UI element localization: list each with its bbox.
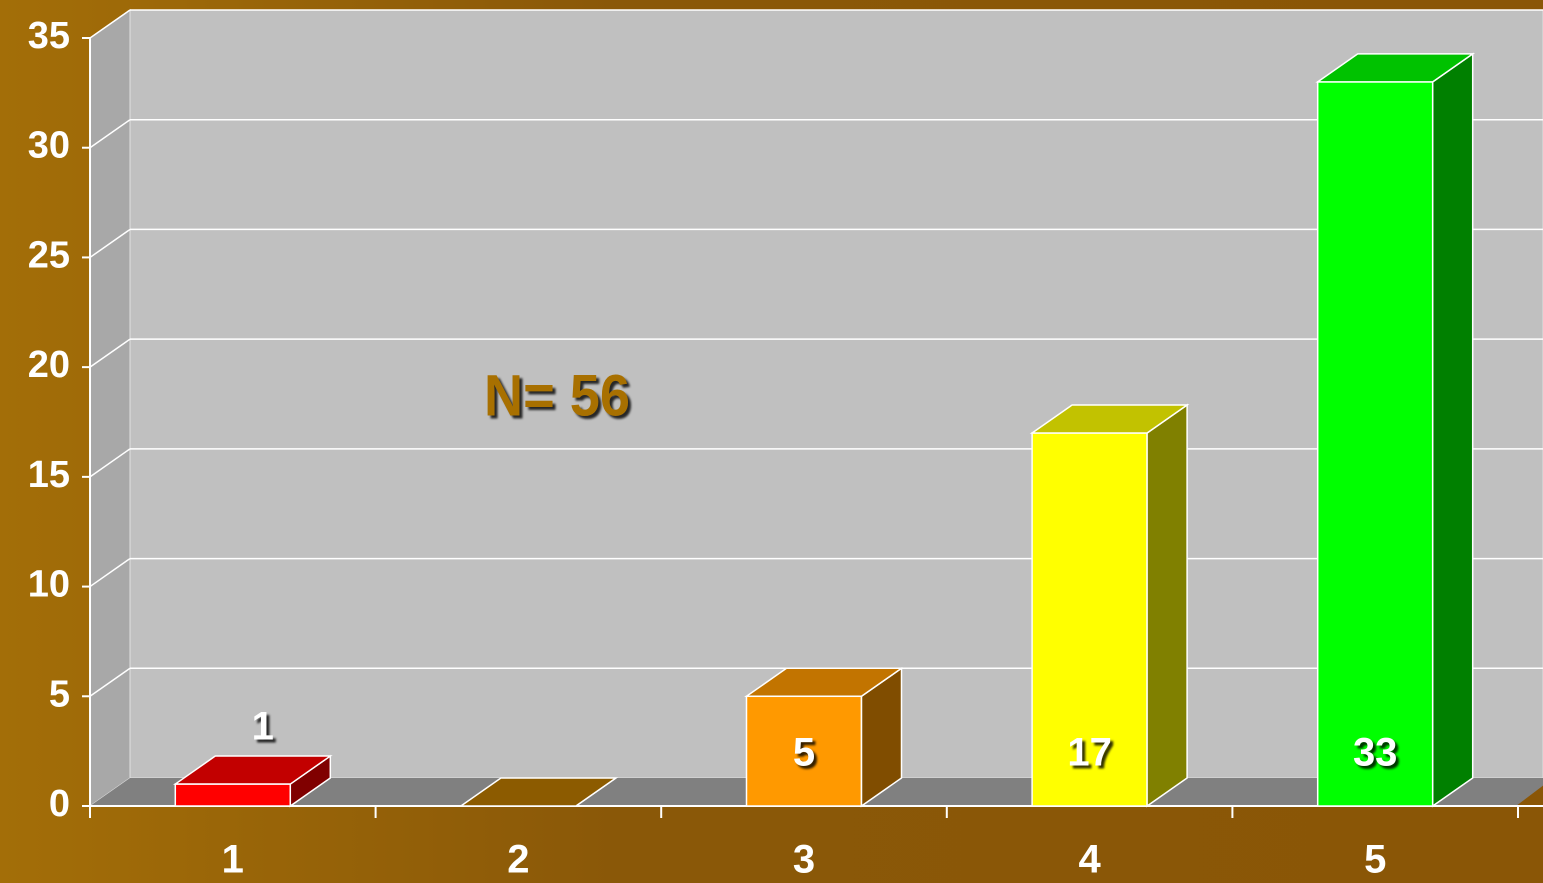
y-tick-label: 5: [49, 673, 70, 715]
side-wall: [89, 9, 131, 807]
x-tick-label: 1: [222, 838, 244, 882]
y-tick-label: 35: [28, 15, 70, 57]
x-tick-label: 5: [1364, 838, 1386, 882]
y-tick-label: 25: [28, 234, 70, 276]
x-tick-label: 4: [1078, 838, 1101, 882]
grid-line-side: [89, 557, 131, 588]
y-tick-label: 20: [28, 344, 70, 386]
back-wall: [129, 9, 1543, 779]
x-tick-label: 3: [793, 838, 815, 882]
y-tick-label: 30: [28, 125, 70, 167]
annotation: N= 56: [484, 363, 630, 428]
bar-top: [1315, 53, 1476, 83]
bar-top: [458, 777, 619, 807]
y-tick-label: 0: [49, 783, 70, 825]
grid-line-side: [89, 228, 131, 259]
x-tick-label: 2: [507, 838, 529, 882]
data-label: 33: [1353, 731, 1398, 775]
bar-top: [1029, 404, 1190, 434]
grid-line-side: [89, 667, 131, 697]
bar-side: [1431, 52, 1474, 808]
data-label: 5: [793, 731, 815, 775]
grid-line-side: [89, 9, 131, 39]
y-tick-label: 10: [28, 564, 70, 606]
bar-front: [174, 783, 292, 807]
grid-line-side: [89, 448, 131, 478]
data-label: 1: [252, 705, 274, 749]
bar-side: [1146, 403, 1188, 808]
grid-line-side: [89, 338, 131, 368]
grid-line-side: [89, 119, 131, 149]
bar-front: [1316, 81, 1434, 807]
bar-top: [744, 667, 904, 698]
bar-top: [172, 755, 333, 785]
y-tick-label: 15: [28, 454, 70, 496]
data-label: 17: [1067, 731, 1112, 775]
